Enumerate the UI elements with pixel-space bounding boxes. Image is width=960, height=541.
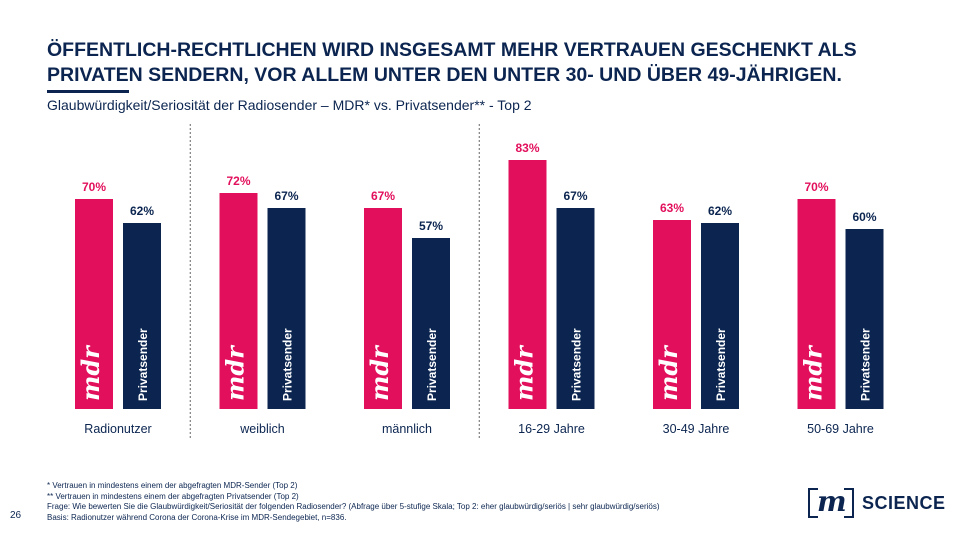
bar-group: 70% mdr 60% Privatsender 50-69 Jahre	[797, 180, 884, 436]
series-name-in-bar: Privatsender	[425, 328, 439, 401]
series-name-in-bar: Privatsender	[281, 328, 295, 401]
data-label: 70%	[804, 180, 828, 194]
series-name-in-bar: mdr	[654, 344, 683, 401]
footnote-mdr: * Vertrauen in mindestens einem der abge…	[47, 481, 298, 490]
footnote-private: ** Vertrauen in mindestens einem der abg…	[47, 491, 299, 501]
data-label: 60%	[852, 210, 876, 224]
series-name-in-bar: mdr	[510, 344, 539, 401]
footnote-base: Basis: Radionutzer während Corona der Co…	[47, 512, 347, 522]
category-label: weiblich	[239, 422, 285, 436]
series-name-in-bar: mdr	[799, 344, 828, 401]
footnotes: * Vertrauen in mindestens einem der abge…	[47, 481, 660, 523]
chart-subtitle: Glaubwürdigkeit/Seriosität der Radiosend…	[47, 97, 532, 113]
category-label: Radionutzer	[84, 422, 151, 436]
data-label: 67%	[371, 189, 395, 203]
bar-group: 72% mdr 67% Privatsender weiblich	[219, 174, 306, 436]
data-label: 62%	[130, 204, 154, 218]
data-label: 63%	[660, 201, 684, 215]
bar-group: 83% mdr 67% Privatsender 16-29 Jahre	[508, 141, 595, 436]
series-name-in-bar: Privatsender	[570, 328, 584, 401]
series-name-in-bar: Privatsender	[136, 328, 150, 401]
series-name-in-bar: Privatsender	[714, 328, 728, 401]
bar-privatsender	[556, 208, 595, 409]
bar-mdr	[219, 193, 258, 409]
category-label: 50-69 Jahre	[807, 422, 874, 436]
page-number: 26	[10, 510, 22, 521]
series-name-in-bar: Privatsender	[859, 328, 873, 401]
series-name-in-bar: mdr	[365, 344, 394, 401]
bar-privatsender	[701, 223, 739, 409]
bar-privatsender	[123, 223, 161, 409]
category-label: 30-49 Jahre	[663, 422, 730, 436]
data-label: 67%	[274, 189, 298, 203]
logo-text: SCIENCE	[862, 493, 946, 513]
series-name-in-bar: mdr	[221, 344, 250, 401]
bar-mdr	[508, 160, 547, 409]
bar-group: 70% mdr 62% Privatsender Radionutzer	[75, 180, 161, 436]
bar-mdr	[797, 199, 836, 409]
slide-title: ÖFFENTLICH-RECHTLICHEN WIRD INSGESAMT ME…	[47, 39, 857, 86]
title-underline	[47, 90, 129, 93]
logo-m-mark: m	[817, 485, 847, 518]
category-label: männlich	[382, 422, 432, 436]
bar-group: 63% mdr 62% Privatsender 30-49 Jahre	[653, 201, 739, 436]
m-science-logo: m SCIENCE	[808, 485, 948, 522]
bar-mdr	[75, 199, 113, 409]
bar-privatsender	[267, 208, 306, 409]
category-label: 16-29 Jahre	[518, 422, 585, 436]
footnote-question: Frage: Wie bewerten Sie die Glaubwürdigk…	[47, 502, 660, 511]
series-name-in-bar: mdr	[76, 344, 105, 401]
data-label: 83%	[515, 141, 539, 155]
bar-group: 67% mdr 57% Privatsender männlich	[364, 189, 450, 436]
data-label: 70%	[82, 180, 106, 194]
data-label: 67%	[563, 189, 587, 203]
bar-mdr	[653, 220, 691, 409]
logo-bracket-left	[808, 488, 818, 518]
logo-bracket-right	[844, 488, 854, 518]
bar-privatsender	[845, 229, 884, 409]
data-label: 57%	[419, 219, 443, 233]
bar-privatsender	[412, 238, 450, 409]
bar-mdr	[364, 208, 402, 409]
data-label: 62%	[708, 204, 732, 218]
data-label: 72%	[226, 174, 250, 188]
